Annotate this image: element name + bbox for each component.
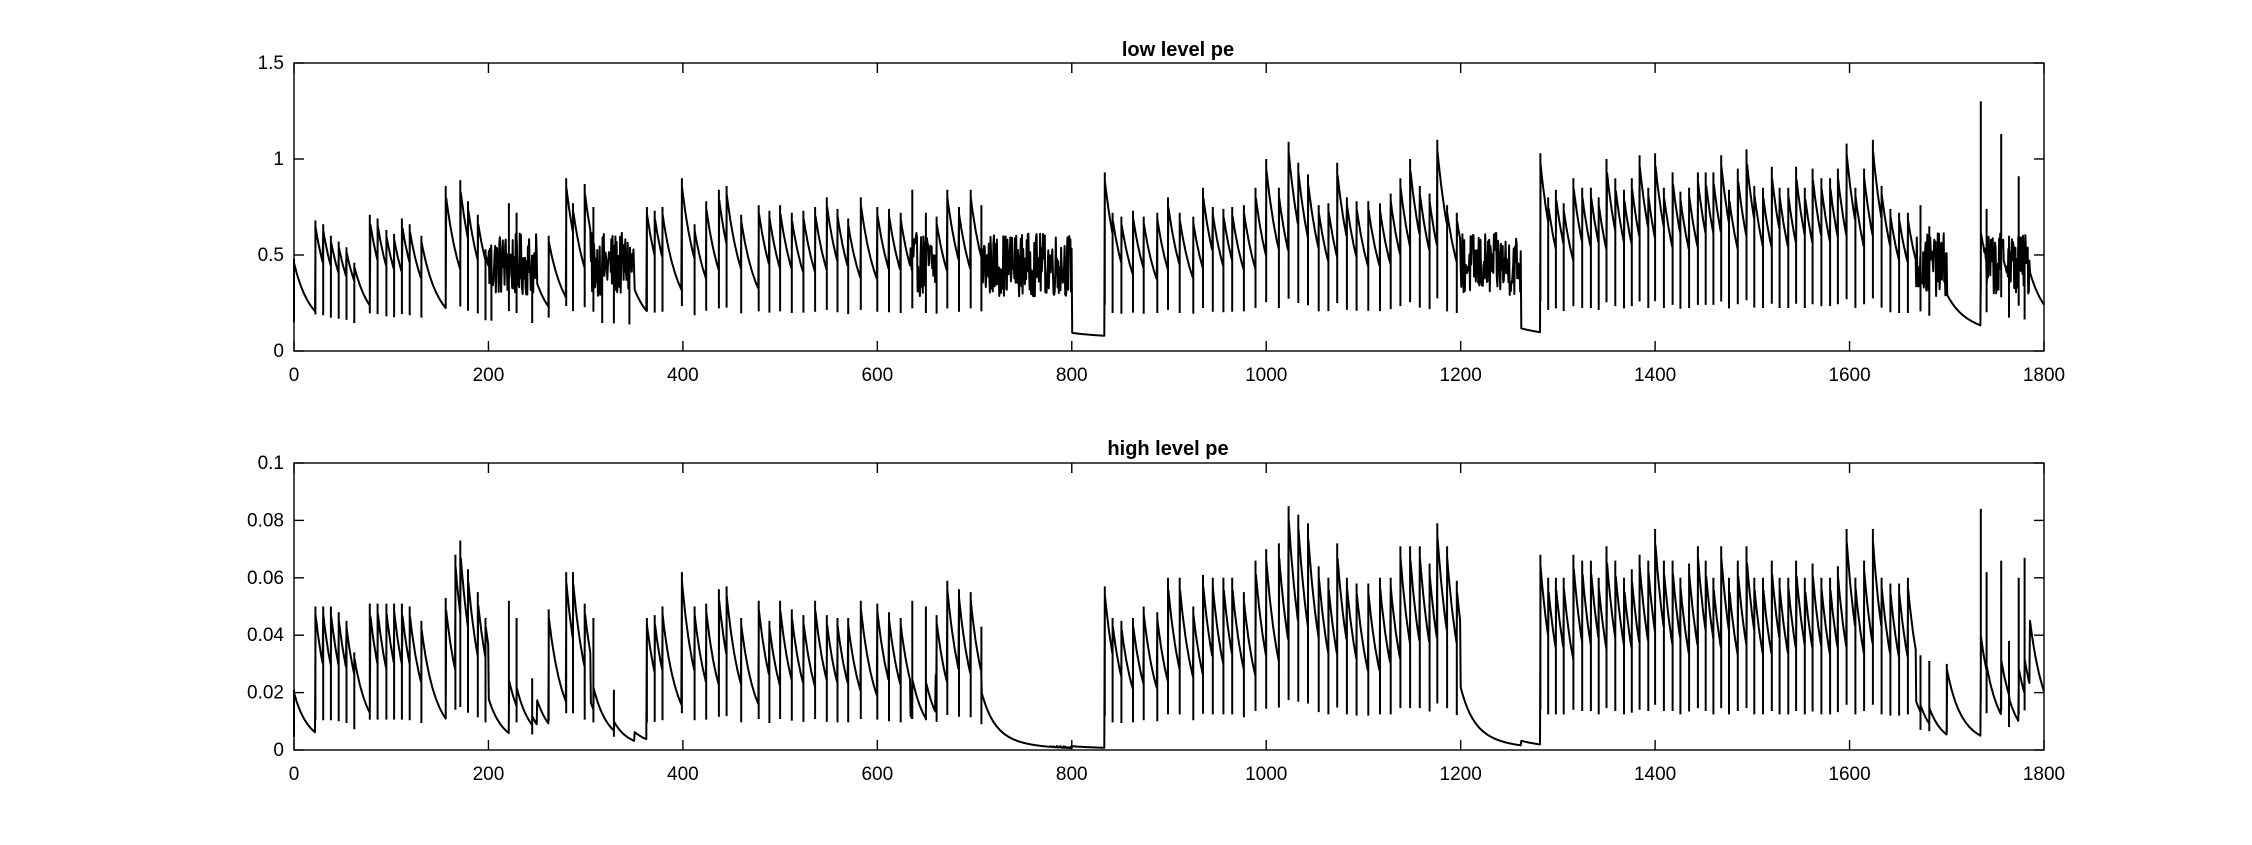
x-tick-label: 200 (473, 365, 505, 386)
series-group (293, 506, 2045, 750)
series-line (293, 101, 2045, 337)
x-tick-label: 200 (473, 764, 505, 785)
x-tick-label: 600 (861, 365, 893, 386)
plot-box (293, 62, 2045, 352)
x-tick-label: 0 (289, 365, 300, 386)
x-tick-label: 1200 (1440, 365, 1482, 386)
y-tick-label: 0.06 (247, 568, 284, 589)
x-tick-label: 400 (667, 365, 699, 386)
y-tick-label: 0.04 (247, 625, 284, 646)
x-tick-label: 1800 (2023, 365, 2065, 386)
chart-title: low level pe (1122, 39, 1234, 61)
y-tick-label: 1.5 (258, 53, 284, 74)
x-tick-label: 1000 (1245, 764, 1287, 785)
tick-group: 0 200 400 600 800 1000 1200 1400 1600 1800 0 0.5 1 1.… (258, 53, 2066, 386)
chart-title: high level pe (1107, 438, 1228, 460)
chart-panel-low-level-pe: low level pe 0 200 400 600 800 1000 1200 1400 16… (258, 39, 2066, 386)
y-tick-label: 0.1 (258, 453, 284, 474)
x-tick-label: 400 (667, 764, 699, 785)
series-line (293, 506, 2045, 750)
y-tick-label: 0 (273, 341, 284, 362)
x-tick-label: 1800 (2023, 764, 2065, 785)
tick-group: 0 200 400 600 800 1000 1200 1400 1600 1800 0 0.02 0.… (247, 453, 2065, 785)
x-tick-label: 800 (1056, 365, 1088, 386)
y-tick-label: 0.02 (247, 683, 284, 704)
x-tick-label: 800 (1056, 764, 1088, 785)
x-tick-label: 1400 (1634, 764, 1676, 785)
x-tick-label: 1600 (1828, 365, 1870, 386)
x-tick-label: 1400 (1634, 365, 1676, 386)
y-tick-label: 1 (273, 149, 284, 170)
x-tick-label: 600 (861, 764, 893, 785)
x-tick-label: 1600 (1828, 764, 1870, 785)
y-tick-label: 0 (273, 740, 284, 761)
chart-panel-high-level-pe: high level pe 0 200 400 600 800 1000 1200 1400 1… (247, 438, 2065, 785)
series-group (293, 101, 2045, 337)
y-tick-label: 0.5 (258, 245, 284, 266)
y-tick-label: 0.08 (247, 510, 284, 531)
x-tick-label: 0 (289, 764, 300, 785)
x-tick-label: 1200 (1440, 764, 1482, 785)
plot-box (293, 462, 2045, 751)
x-tick-label: 1000 (1245, 365, 1287, 386)
